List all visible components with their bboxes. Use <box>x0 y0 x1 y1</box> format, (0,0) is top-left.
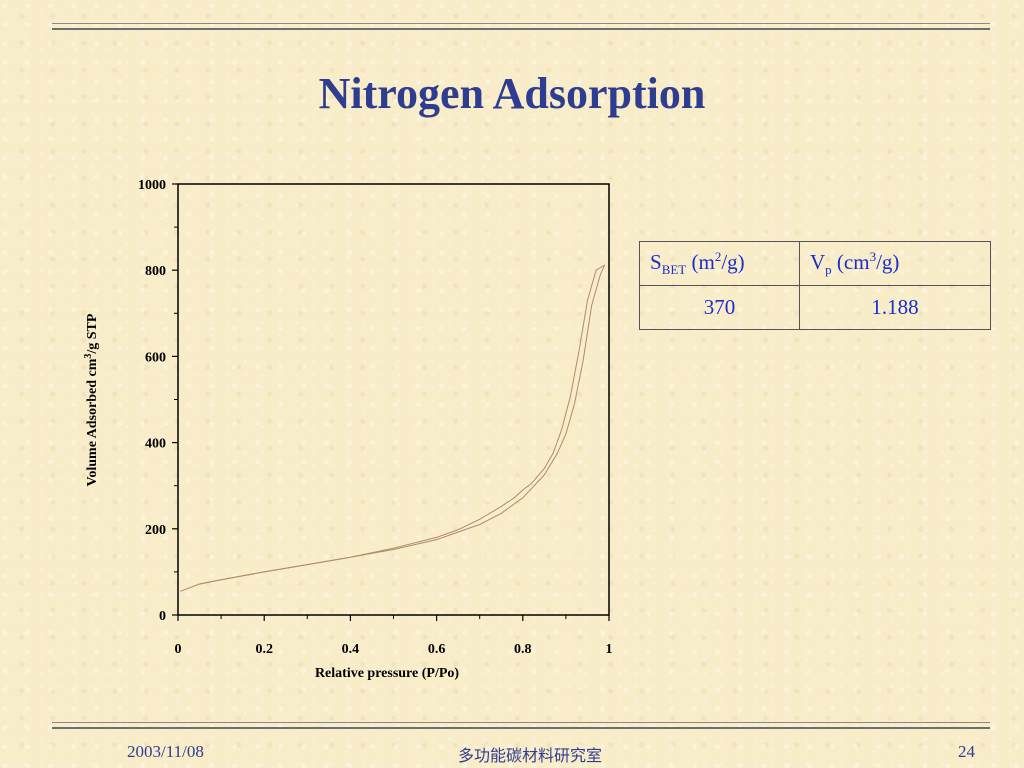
y-tick-label: 600 <box>145 350 166 365</box>
y-tick-label: 200 <box>145 523 166 538</box>
x-tick-label: 0.6 <box>428 642 446 657</box>
page-number: 24 <box>958 742 975 761</box>
table-value-row: 370 1.188 <box>639 285 991 330</box>
properties-table: SBET (m2/g) Vp (cm3/g) 370 1.188 <box>639 241 991 330</box>
footer-date: 2003/11/08 <box>127 742 204 761</box>
x-tick-label: 0.2 <box>255 642 273 657</box>
table-header-row: SBET (m2/g) Vp (cm3/g) <box>639 241 991 286</box>
x-tick-label: 1 <box>606 642 613 657</box>
x-tick-label: 0.8 <box>514 642 532 657</box>
x-tick-label: 0 <box>175 642 182 657</box>
header-vp: Vp (cm3/g) <box>799 241 991 286</box>
sbet-value: 370 <box>639 285 800 330</box>
footer-lab-name: 多功能碳材料研究室 <box>458 746 603 765</box>
y-tick-label: 0 <box>159 609 166 624</box>
header-sbet: SBET (m2/g) <box>639 241 800 286</box>
desorption-branch-line <box>199 264 605 585</box>
y-tick-label: 1000 <box>138 178 166 193</box>
vp-value: 1.188 <box>799 285 991 330</box>
slide-title: Nitrogen Adsorption <box>318 69 706 118</box>
chart-frame <box>177 183 610 616</box>
x-tick-label: 0.4 <box>342 642 360 657</box>
adsorption-branch-line <box>180 264 606 592</box>
y-axis-label: Volume Adsorbed cm3/g STP <box>83 313 100 486</box>
plot-area-border <box>177 183 610 616</box>
y-tick-label: 800 <box>145 264 166 279</box>
bottom-rule <box>52 722 990 729</box>
chart-series <box>180 264 606 592</box>
x-axis-label: Relative pressure (P/Po) <box>315 666 459 681</box>
chart-ticks: 0 200 400 600 800 1000 0 0.2 0.4 0.6 0.8 1 <box>138 178 613 657</box>
y-tick-label: 400 <box>145 437 166 452</box>
top-rule <box>52 23 990 30</box>
